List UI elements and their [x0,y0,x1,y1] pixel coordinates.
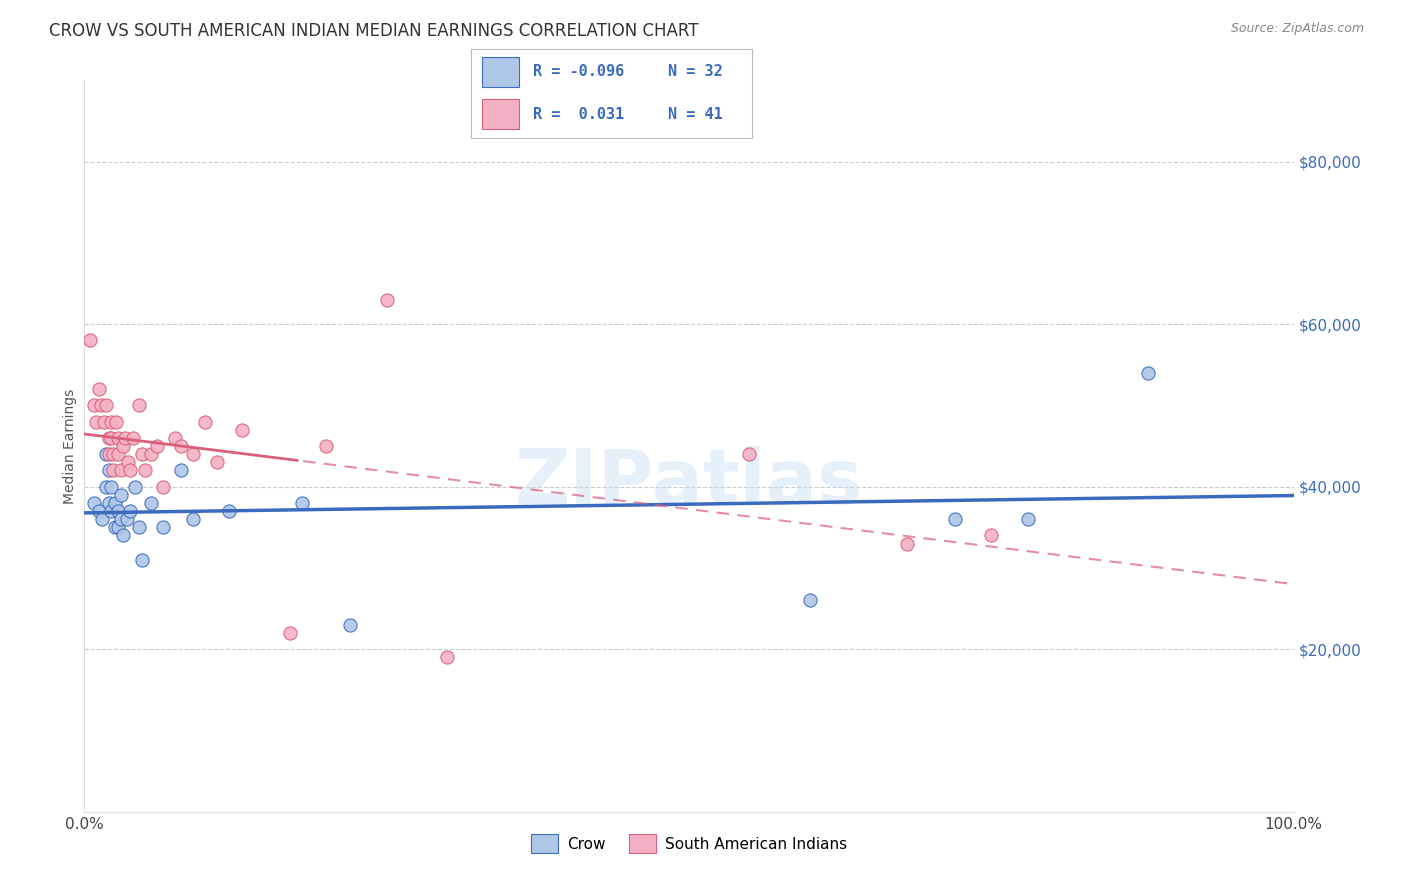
Point [110,512,132,526]
Point [110,463,132,477]
Point [94,398,117,412]
Point [207,455,229,469]
Point [291,496,314,510]
Text: N = 32: N = 32 [668,64,723,79]
Point [100,431,122,445]
Point [128,398,150,412]
Point [114,431,136,445]
Point [86,415,108,429]
Point [146,439,169,453]
Point [231,423,253,437]
Point [181,512,204,526]
Point [107,520,129,534]
Legend: Crow, South American Indians: Crow, South American Indians [524,828,853,859]
Point [103,463,125,477]
Point [139,447,162,461]
Point [104,415,127,429]
Point [436,650,458,665]
Point [83,398,105,412]
Point [315,439,337,453]
Point [134,463,156,477]
Point [90,398,112,412]
Point [97,447,120,461]
Point [100,415,122,429]
Point [738,447,761,461]
Y-axis label: Median Earnings: Median Earnings [63,388,77,504]
Point [980,528,1002,542]
Point [170,439,193,453]
Point [121,431,143,445]
Point [278,626,301,640]
Point [112,528,135,542]
Point [1137,366,1160,380]
FancyBboxPatch shape [482,57,519,87]
Point [194,415,217,429]
Text: R =  0.031: R = 0.031 [533,107,624,121]
Point [170,463,193,477]
Point [112,439,135,453]
Point [107,447,129,461]
Point [107,431,129,445]
Point [165,431,187,445]
Point [94,447,117,461]
Point [152,520,174,534]
Point [91,512,114,526]
Point [120,504,142,518]
Text: N = 41: N = 41 [668,107,723,121]
Point [97,431,120,445]
Point [375,293,398,307]
Point [100,480,122,494]
Point [1017,512,1039,526]
Point [97,463,120,477]
Text: ZIPatlas: ZIPatlas [515,446,863,519]
Point [120,463,142,477]
Point [218,504,240,518]
Point [115,512,138,526]
Point [117,455,139,469]
Point [131,553,153,567]
Point [896,536,918,550]
Point [128,520,150,534]
Point [104,520,127,534]
Text: Source: ZipAtlas.com: Source: ZipAtlas.com [1230,22,1364,36]
Point [339,617,361,632]
Point [152,480,174,494]
Point [94,480,117,494]
Point [93,415,115,429]
Point [97,496,120,510]
Point [181,447,204,461]
Text: CROW VS SOUTH AMERICAN INDIAN MEDIAN EARNINGS CORRELATION CHART: CROW VS SOUTH AMERICAN INDIAN MEDIAN EAR… [49,22,699,40]
Point [110,488,132,502]
Point [124,480,146,494]
Point [87,504,110,518]
Point [139,496,162,510]
Point [103,447,125,461]
Point [87,382,110,396]
Text: R = -0.096: R = -0.096 [533,64,624,79]
Point [943,512,966,526]
Point [83,496,105,510]
Point [107,504,129,518]
Point [799,593,821,607]
Point [131,447,153,461]
FancyBboxPatch shape [482,99,519,129]
Point [79,334,101,348]
Point [100,504,122,518]
Point [104,496,127,510]
